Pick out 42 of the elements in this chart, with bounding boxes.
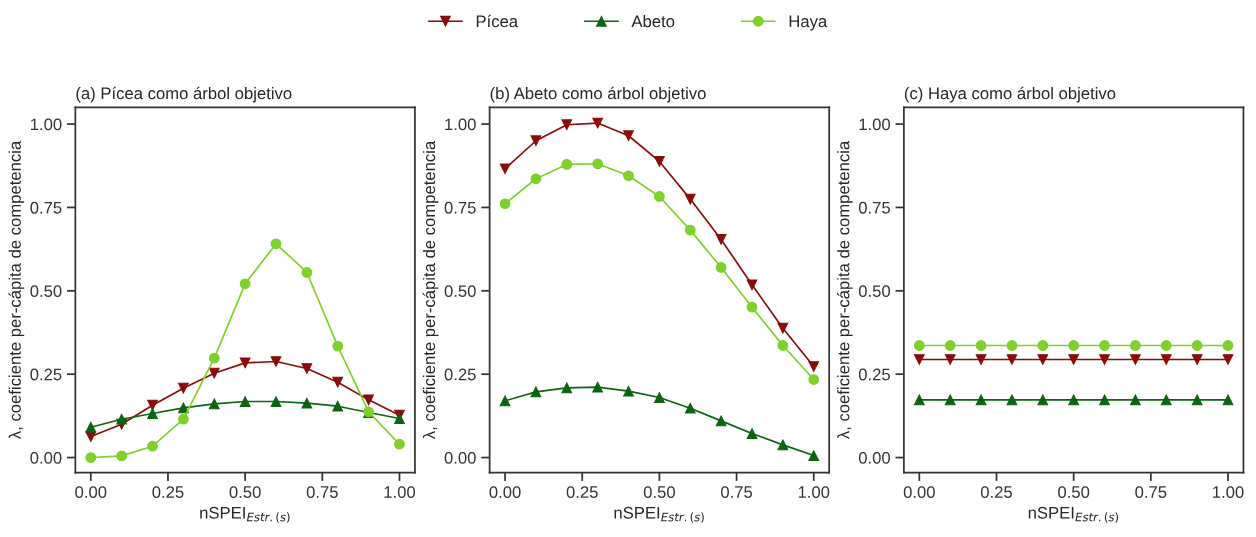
y-tick-label: 0.00	[444, 451, 476, 464]
y-axis-title: λ, coeficiente per-cápita de competencia	[422, 140, 439, 440]
x-tick-label: 0.00	[903, 486, 935, 498]
x-tick-label: 0.50	[229, 486, 261, 498]
y-tick-label: 0.50	[444, 285, 476, 298]
y-tick-label: 0.50	[30, 285, 62, 298]
x-tick-label: 0.25	[566, 486, 598, 498]
chart-title: (b) Abeto como árbol objetivo	[490, 86, 706, 103]
x-tick-label: 1.00	[798, 486, 830, 498]
y-tick-label: 0.00	[858, 451, 891, 464]
x-tick-label: 0.50	[643, 486, 675, 498]
x-tick-label: 0.75	[306, 486, 338, 498]
legend-label: Abeto	[631, 15, 675, 28]
x-tick-label: 0.25	[980, 486, 1013, 498]
y-tick-label: 0.25	[30, 368, 62, 381]
chart-title: (c) Haya como árbol objetivo	[904, 86, 1116, 103]
x-tick-label: 1.00	[384, 486, 416, 498]
y-tick-label: 0.50	[858, 285, 891, 298]
x-tick-label: 0.75	[1135, 486, 1167, 498]
chart-title: (a) Pícea como árbol objetivo	[76, 86, 292, 103]
y-tick-label: 0.00	[30, 451, 62, 464]
x-tick-label: 0.75	[721, 486, 753, 498]
x-axis-title: nSPEI$_{Estr.(s)}$	[614, 506, 704, 523]
legend-label: Haya	[789, 15, 828, 31]
y-axis-title: λ, coeficiente per-cápita de competencia	[836, 140, 853, 440]
x-tick-label: 0.25	[152, 486, 184, 498]
x-tick-label: 0.50	[1058, 486, 1090, 498]
x-axis-title: nSPEI$_{Estr.(s)}$	[1028, 506, 1119, 523]
x-tick-label: 0.00	[75, 486, 107, 498]
y-axis-title: λ, coeficiente per-cápita de competencia	[8, 140, 25, 440]
x-axis-title: nSPEI$_{Estr.(s)}$	[200, 506, 290, 523]
y-tick-label: 0.75	[30, 201, 62, 214]
y-tick-label: 1.00	[31, 118, 62, 131]
x-tick-label: 1.00	[1213, 486, 1244, 498]
legend-label: Pícea	[476, 14, 519, 28]
y-tick-label: 0.75	[858, 201, 890, 214]
x-tick-label: 0.00	[489, 486, 521, 498]
y-tick-label: 0.25	[444, 368, 476, 381]
y-tick-label: 0.25	[858, 368, 890, 381]
y-tick-label: 1.00	[859, 118, 891, 131]
y-tick-label: 1.00	[445, 118, 476, 131]
y-tick-label: 0.75	[444, 201, 476, 214]
